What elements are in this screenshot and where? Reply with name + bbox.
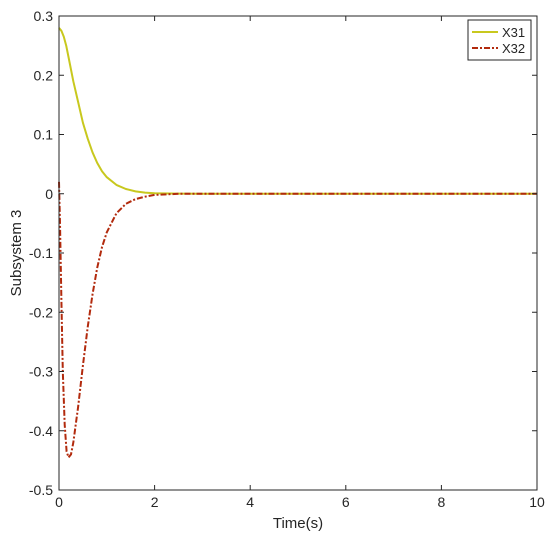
x-tick-label: 0 <box>55 494 63 510</box>
x-tick-label: 4 <box>246 494 254 510</box>
plot-area <box>59 16 537 490</box>
y-tick-label: -0.4 <box>29 423 53 439</box>
x-tick-label: 10 <box>529 494 545 510</box>
x-axis-label: Time(s) <box>273 515 323 532</box>
y-tick-label: -0.3 <box>29 364 53 380</box>
y-tick-label: 0 <box>45 186 53 202</box>
axis-layer <box>58 15 538 491</box>
y-axis-label: Subsystem 3 <box>8 210 25 297</box>
y-tick-label: 0.2 <box>34 67 54 83</box>
y-tick-label: -0.2 <box>29 304 53 320</box>
y-tick-label: 0.1 <box>34 127 54 143</box>
legend-box <box>467 19 532 61</box>
legend-label-x32: X32 <box>502 41 525 56</box>
x-tick-label: 8 <box>438 494 446 510</box>
y-tick-label: 0.3 <box>34 8 54 24</box>
tick-label-layer: 0 2 4 6 8 10 0.3 0.2 0.1 0 -0.1 -0.2 -0.3 -0.4 -0.5 <box>29 8 545 510</box>
legend-label-x31: X31 <box>502 25 525 40</box>
x-tick-label: 6 <box>342 494 350 510</box>
series-layer <box>58 27 537 459</box>
x-tick-label: 2 <box>151 494 159 510</box>
y-tick-label: -0.1 <box>29 245 53 261</box>
y-tick-label: -0.5 <box>29 482 53 498</box>
series-line-x32 <box>58 181 537 459</box>
